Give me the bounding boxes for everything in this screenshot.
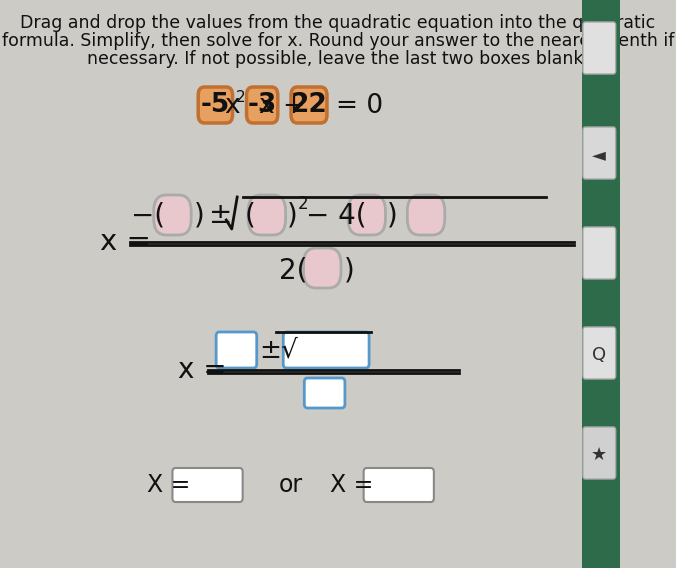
FancyBboxPatch shape <box>198 87 233 123</box>
FancyBboxPatch shape <box>216 332 257 368</box>
FancyBboxPatch shape <box>583 227 616 279</box>
FancyBboxPatch shape <box>348 195 385 235</box>
FancyBboxPatch shape <box>248 195 285 235</box>
Text: 2(: 2( <box>279 256 308 284</box>
FancyBboxPatch shape <box>582 0 620 568</box>
Text: (: ( <box>245 201 256 229</box>
FancyBboxPatch shape <box>304 378 345 408</box>
Text: x: x <box>224 93 241 119</box>
Text: Drag and drop the values from the quadratic equation into the quadratic: Drag and drop the values from the quadra… <box>20 14 656 32</box>
Text: or: or <box>279 473 303 497</box>
FancyBboxPatch shape <box>583 127 616 179</box>
Text: 2: 2 <box>298 195 309 213</box>
Text: ): ) <box>287 201 298 229</box>
FancyBboxPatch shape <box>583 427 616 479</box>
Text: -5: -5 <box>201 92 230 118</box>
Text: −(: −( <box>131 201 165 229</box>
FancyBboxPatch shape <box>304 248 341 288</box>
Text: X =: X = <box>147 473 190 497</box>
FancyBboxPatch shape <box>408 195 445 235</box>
Text: ): ) <box>193 201 204 229</box>
FancyBboxPatch shape <box>283 332 369 368</box>
Text: -3: -3 <box>247 92 276 118</box>
Text: ◄: ◄ <box>592 146 606 164</box>
FancyBboxPatch shape <box>583 22 616 74</box>
FancyBboxPatch shape <box>247 87 278 123</box>
Text: = 0: = 0 <box>337 93 383 119</box>
Text: ): ) <box>387 201 397 229</box>
Text: ±√: ±√ <box>259 338 298 364</box>
FancyBboxPatch shape <box>153 195 191 235</box>
FancyBboxPatch shape <box>172 468 243 502</box>
Text: X =: X = <box>330 473 373 497</box>
FancyBboxPatch shape <box>583 327 616 379</box>
Text: formula. Simplify, then solve for x. Round your answer to the nearest tenth if: formula. Simplify, then solve for x. Rou… <box>1 32 674 50</box>
Text: x =: x = <box>178 356 226 384</box>
Text: x =: x = <box>100 228 151 256</box>
FancyBboxPatch shape <box>364 468 434 502</box>
Text: 2: 2 <box>235 90 245 105</box>
Text: x +: x + <box>259 93 305 119</box>
Text: necessary. If not possible, leave the last two boxes blank.: necessary. If not possible, leave the la… <box>87 50 589 68</box>
Text: ±: ± <box>209 201 233 229</box>
Text: − 4(: − 4( <box>306 201 366 229</box>
Text: Q: Q <box>592 346 606 364</box>
Text: 22: 22 <box>291 92 327 118</box>
Text: ): ) <box>343 256 354 284</box>
FancyBboxPatch shape <box>291 87 327 123</box>
Text: ★: ★ <box>592 446 607 464</box>
